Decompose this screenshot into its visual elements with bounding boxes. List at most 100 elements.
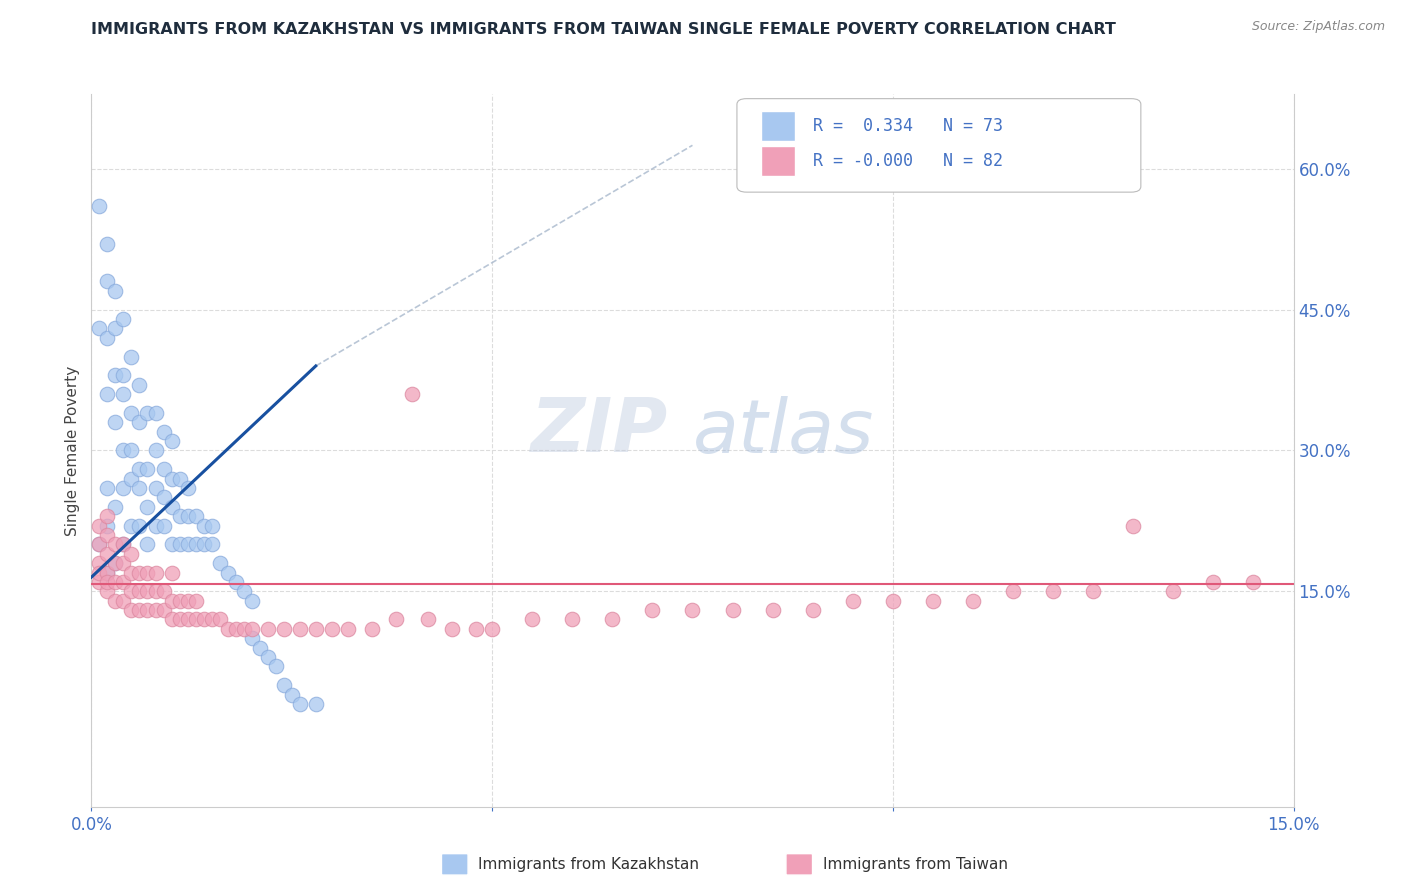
Point [96, 509, 118, 524]
Point [264, 659, 287, 673]
Point [104, 284, 127, 298]
Point [176, 509, 198, 524]
Point [136, 584, 159, 599]
Point [561, 612, 583, 626]
Point [89, 537, 111, 551]
Point [96, 275, 118, 289]
Point [121, 472, 143, 486]
Point [136, 462, 159, 476]
Point [401, 387, 423, 401]
Text: Immigrants from Taiwan: Immigrants from Taiwan [823, 857, 1008, 871]
Point [136, 500, 159, 514]
Point [89, 537, 111, 551]
Point [208, 556, 231, 570]
Point [281, 688, 304, 702]
Point [121, 584, 143, 599]
Point [145, 481, 167, 495]
Point [96, 584, 118, 599]
Point [481, 622, 503, 636]
Point [336, 622, 359, 636]
Point [121, 566, 143, 580]
Point [128, 584, 150, 599]
Point [89, 321, 111, 335]
Point [104, 415, 127, 429]
Point [321, 622, 343, 636]
Point [160, 500, 183, 514]
Point [602, 612, 624, 626]
Point [89, 556, 111, 570]
Point [160, 537, 183, 551]
Point [121, 518, 143, 533]
Point [273, 622, 295, 636]
Point [89, 566, 111, 580]
Point [1001, 584, 1024, 599]
Point [169, 537, 191, 551]
Text: IMMIGRANTS FROM KAZAKHSTAN VS IMMIGRANTS FROM TAIWAN SINGLE FEMALE POVERTY CORRE: IMMIGRANTS FROM KAZAKHSTAN VS IMMIGRANTS… [91, 22, 1116, 37]
Point [217, 566, 239, 580]
Point [681, 603, 703, 617]
Point [169, 612, 191, 626]
Point [1243, 574, 1265, 589]
Point [121, 443, 143, 458]
Point [136, 566, 159, 580]
Y-axis label: Single Female Poverty: Single Female Poverty [65, 366, 80, 535]
Point [145, 518, 167, 533]
Point [305, 697, 328, 711]
Point [232, 622, 254, 636]
Point [169, 472, 191, 486]
Point [152, 603, 174, 617]
Point [1122, 518, 1144, 533]
Point [160, 593, 183, 607]
Point [193, 612, 215, 626]
Point [208, 612, 231, 626]
Point [96, 528, 118, 542]
Point [136, 406, 159, 420]
Point [152, 491, 174, 505]
Point [1042, 584, 1064, 599]
Point [176, 612, 198, 626]
Point [249, 640, 271, 655]
Text: Source: ZipAtlas.com: Source: ZipAtlas.com [1251, 20, 1385, 33]
Point [96, 331, 118, 345]
Point [152, 425, 174, 439]
Point [288, 697, 311, 711]
Point [273, 678, 295, 692]
Point [89, 574, 111, 589]
Point [232, 584, 254, 599]
FancyBboxPatch shape [737, 99, 1140, 192]
Point [104, 574, 127, 589]
Point [922, 593, 945, 607]
Point [152, 518, 174, 533]
Point [256, 622, 278, 636]
Point [225, 574, 247, 589]
Point [962, 593, 984, 607]
Point [104, 556, 127, 570]
Point [201, 537, 224, 551]
Point [104, 321, 127, 335]
Point [89, 199, 111, 213]
Point [104, 556, 127, 570]
Point [121, 603, 143, 617]
Point [240, 622, 263, 636]
Point [96, 574, 118, 589]
Point [641, 603, 664, 617]
Point [121, 547, 143, 561]
Point [193, 537, 215, 551]
Point [96, 481, 118, 495]
Point [176, 593, 198, 607]
Point [121, 406, 143, 420]
Bar [761, 111, 794, 141]
Point [256, 650, 278, 665]
Point [762, 603, 785, 617]
Point [112, 537, 135, 551]
Point [305, 622, 328, 636]
Point [96, 387, 118, 401]
Point [465, 622, 488, 636]
Point [96, 518, 118, 533]
Point [128, 566, 150, 580]
Point [136, 603, 159, 617]
Point [160, 612, 183, 626]
Point [104, 368, 127, 383]
Point [121, 350, 143, 364]
Point [176, 537, 198, 551]
